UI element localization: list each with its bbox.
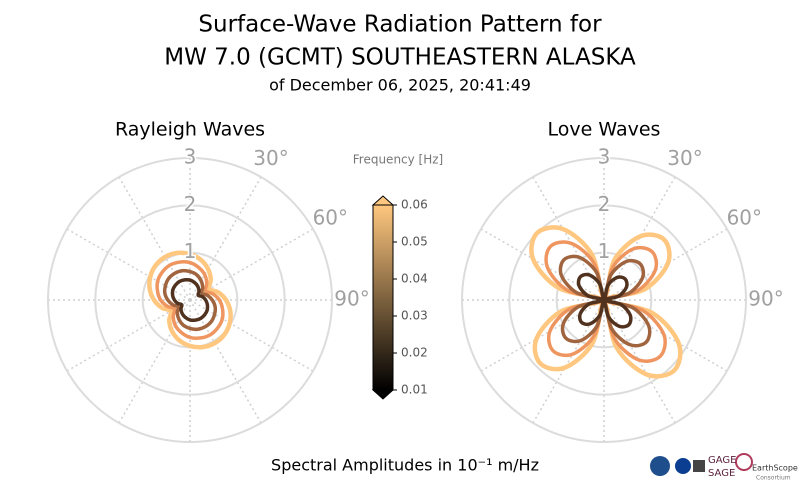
radiation-curve — [576, 272, 633, 329]
radial-tick-label: 2 — [598, 192, 611, 216]
colorbar-extend-top — [371, 195, 395, 206]
spoke-grid-line — [118, 176, 191, 301]
chart-title: Love Waves — [548, 119, 661, 141]
angle-tick-label: 60° — [313, 206, 348, 230]
spoke-grid-line — [189, 299, 314, 372]
radial-tick-label: 3 — [184, 145, 197, 169]
colorbar-extend-bottom — [371, 389, 395, 400]
spoke-grid-line — [189, 228, 314, 301]
radial-grid-circle — [508, 204, 700, 396]
x-axis-label: Spectral Amplitudes in 10⁻¹ m/Hz — [271, 456, 539, 475]
colorbar-label: Frequency [Hz] — [353, 153, 444, 167]
logo-text: GAGE — [708, 455, 736, 466]
spoke-grid-line — [189, 299, 262, 424]
spoke-grid-line — [532, 176, 605, 301]
angle-tick-label: 30° — [667, 146, 702, 170]
logo-text: EarthScope — [752, 464, 798, 473]
radial-tick-label: 3 — [598, 145, 611, 169]
radiation-curve — [170, 277, 210, 323]
logo-text: SAGE — [708, 468, 735, 479]
angle-tick-label: 60° — [727, 206, 762, 230]
colorbar-tick-label: 0.05 — [401, 235, 428, 249]
radial-tick-label: 1 — [184, 239, 197, 263]
subtitle: of December 06, 2025, 20:41:49 — [269, 76, 531, 95]
radial-tick-label: 1 — [598, 239, 611, 263]
spoke-grid-line — [189, 176, 262, 301]
radiation-curve — [147, 250, 233, 350]
angle-tick-label: 90° — [748, 287, 783, 311]
spoke-grid-line — [66, 228, 191, 301]
logo-icon — [650, 456, 670, 476]
spoke-grid-line — [532, 299, 605, 424]
title-line: Surface-Wave Radiation Pattern for — [198, 12, 602, 38]
logo-icon — [675, 458, 691, 474]
spoke-grid-line — [118, 299, 191, 424]
angle-tick-label: 90° — [334, 287, 369, 311]
logo-text: Consortium — [756, 475, 791, 482]
colorbar-outline — [372, 205, 394, 390]
radiation-curve — [155, 260, 225, 340]
spoke-grid-line — [66, 299, 191, 372]
title-line: MW 7.0 (GCMT) SOUTHEASTERN ALASKA — [164, 45, 636, 71]
radial-grid-circle — [555, 251, 653, 349]
radial-grid-circle — [94, 204, 286, 396]
spoke-grid-line — [480, 299, 605, 372]
radial-tick-label: 2 — [184, 192, 197, 216]
radial-grid-circle — [47, 157, 333, 443]
radiation-curve — [162, 268, 218, 332]
spoke-grid-line — [480, 228, 605, 301]
colorbar-tick-label: 0.02 — [401, 346, 428, 360]
angle-tick-label: 30° — [253, 146, 288, 170]
logos: GAGE SAGE EarthScope Consortium — [650, 453, 798, 482]
colorbar — [373, 205, 393, 390]
colorbar-tick-label: 0.03 — [401, 309, 428, 323]
radial-grid-circle — [461, 157, 747, 443]
logo-icon — [735, 453, 753, 471]
colorbar-tick-label: 0.01 — [401, 383, 428, 397]
colorbar-tick-label: 0.06 — [401, 198, 428, 212]
colorbar-tick-label: 0.04 — [401, 272, 428, 286]
chart-title: Rayleigh Waves — [115, 119, 265, 141]
logo-icon — [693, 460, 705, 472]
